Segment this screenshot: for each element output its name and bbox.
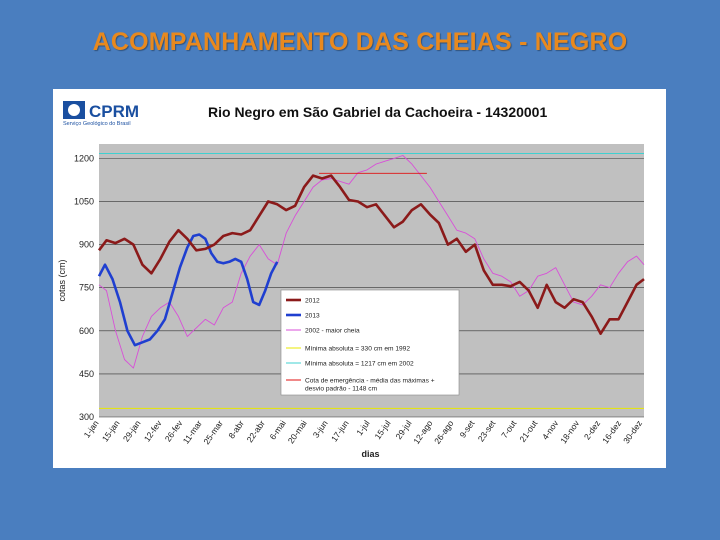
x-tick-label: 15-jan (100, 418, 122, 443)
legend-label-s2012: 2012 (305, 298, 320, 305)
series-line-smax (98, 155, 645, 369)
y-tick-label: 300 (79, 412, 94, 422)
series-layer (97, 153, 645, 409)
x-tick-label: 9-set (457, 418, 476, 440)
x-tick-label: 29-jul (393, 418, 413, 441)
cprm-logo-name: CPRM (89, 102, 139, 121)
x-tick-label: 18-nov (558, 418, 582, 446)
legend-box (280, 289, 460, 396)
cprm-logo-mark-hole (68, 104, 80, 116)
x-tick-label: 12-fev (142, 418, 164, 444)
legend-label-smin_abs: Mínima absoluta = 330 cm em 1992 (305, 346, 410, 353)
legend-label-smax: 2002 - maior cheia (305, 328, 360, 335)
chart-svg: CPRM Serviço Geológico do Brasil Rio Neg… (57, 101, 645, 459)
x-tick-label: 23-set (476, 418, 498, 444)
x-tick-label: 15-jul (372, 418, 392, 441)
legend-label-s2013: 2013 (305, 313, 320, 320)
x-tick-label: 11-mar (181, 418, 204, 445)
x-tick-label: 26-ago (432, 418, 456, 446)
y-tick-label: 600 (79, 326, 94, 336)
x-tick-label: 12-ago (411, 418, 435, 446)
slide-title: ACOMPANHAMENTO DAS CHEIAS - NEGRO (92, 28, 628, 56)
x-tick-label: 7-out (499, 418, 519, 440)
y-axis-label: cotas (cm) (57, 259, 67, 301)
legend-label-smin_2002: Mínima absoluta = 1217 cm em 2002 (305, 361, 414, 368)
x-tick-label: 6-mai (267, 418, 287, 441)
x-tick-labels: 1-jan 15-jan 29-jan 12-fev 26-fev11-mar25-ma… (82, 418, 645, 446)
x-tick-label: 8-abr (226, 418, 246, 440)
chart-panel: CPRM Serviço Geológico do Brasil Rio Neg… (53, 89, 666, 468)
x-tick-label: 1-jul (354, 418, 371, 437)
x-axis-label: dias (362, 449, 380, 459)
x-tick-label: 21-out (517, 418, 539, 444)
cprm-logo-subtitle: Serviço Geológico do Brasil (63, 121, 131, 127)
x-tick-label: 20-mai (286, 418, 309, 445)
x-tick-label: 3-jun (311, 418, 330, 439)
y-tick-label: 750 (79, 283, 94, 293)
series-line-s2013 (97, 233, 279, 347)
series-line-s2012 (97, 174, 645, 335)
legend: 2012 2013 2002 - maior cheia Mínima absolut… (280, 289, 460, 396)
x-tick-label: 2-dez (582, 418, 602, 441)
x-tick-label: 22-abr (245, 418, 267, 444)
y-tick-label: 1200 (74, 153, 94, 163)
y-tick-label: 1050 (74, 196, 94, 206)
cprm-logo: CPRM Serviço Geológico do Brasil (63, 101, 139, 127)
y-tick-label: 900 (79, 240, 94, 250)
x-tick-label: 30-dez (621, 418, 644, 445)
x-tick-label: 17-jun (329, 418, 351, 443)
y-tick-label: 450 (79, 369, 94, 379)
x-tick-label: 25-mar (201, 418, 225, 446)
chart-title: Rio Negro em São Gabriel da Cachoeira - … (208, 104, 547, 120)
x-tick-label: 29-jan (121, 418, 143, 443)
legend-label-emergencia: Cota de emergência - média das máximas +… (305, 378, 435, 393)
y-tick-labels: 300 450 600 750 900 1050 1200 (74, 153, 94, 422)
x-tick-label: 4-nov (540, 418, 561, 442)
x-tick-label: 16-dez (600, 418, 623, 445)
